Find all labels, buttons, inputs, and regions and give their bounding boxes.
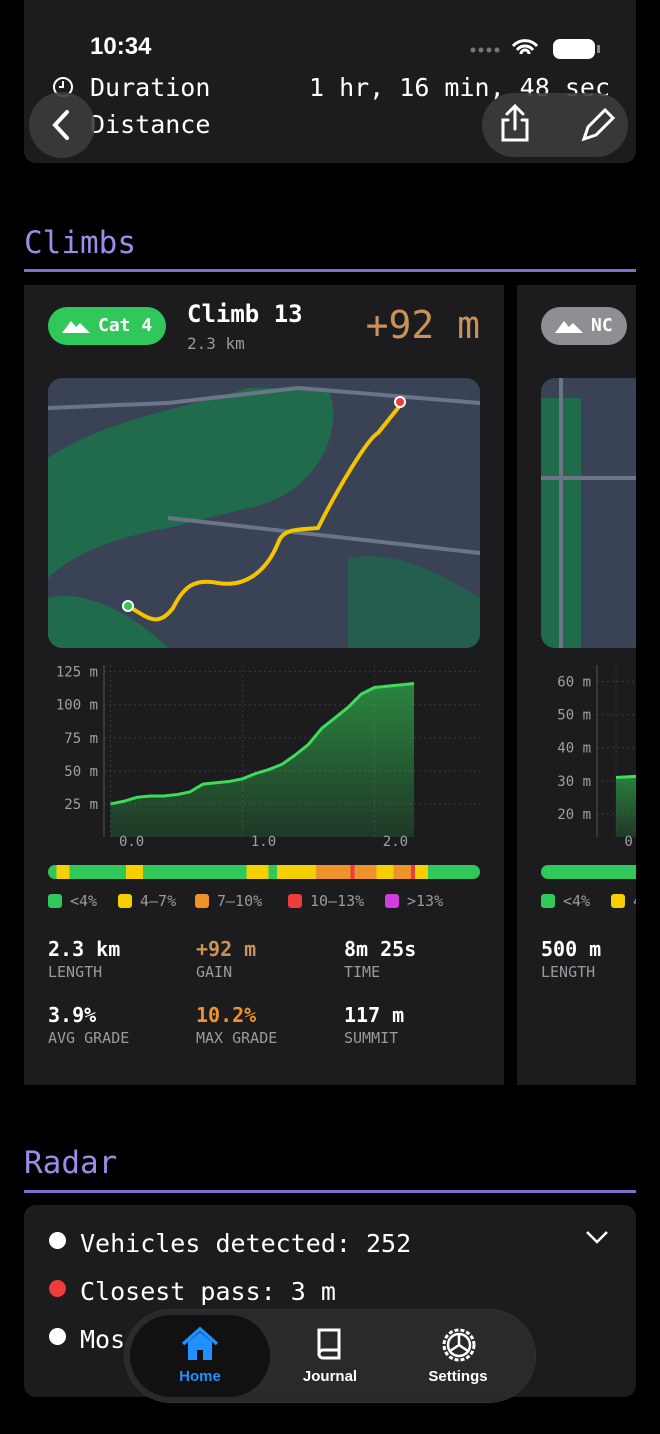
legend-swatch xyxy=(541,894,555,908)
y-tick-label: 50 m xyxy=(64,764,98,780)
edit-icon[interactable] xyxy=(581,107,616,142)
route-end xyxy=(394,396,406,408)
badge-text: Cat 4 xyxy=(98,315,153,336)
x-tick-label: 0.0 xyxy=(119,834,144,850)
map-park xyxy=(348,556,480,648)
legend-label: <4% xyxy=(70,892,98,910)
y-tick-label: 75 m xyxy=(64,731,98,747)
journal-icon xyxy=(317,1328,341,1360)
radar-dot xyxy=(49,1280,66,1297)
tab-label[interactable]: Journal xyxy=(302,1368,358,1385)
stat-label: AVG GRADE xyxy=(48,1029,130,1047)
elevation-area xyxy=(616,776,636,837)
back-button[interactable] xyxy=(29,92,95,158)
settings-icon xyxy=(442,1328,476,1362)
route-map[interactable] xyxy=(48,378,480,648)
elevation-line xyxy=(110,682,415,806)
x-tick-label: 1.0 xyxy=(251,834,276,850)
home-icon xyxy=(181,1326,219,1360)
legend-label: 4–7% xyxy=(140,892,177,910)
tab-label[interactable]: Home xyxy=(179,1368,221,1385)
elevation-chart: 25 m 50 m 75 m 100 m 125 m 0.0 1.0 2.0 xyxy=(56,665,480,850)
climb-gain: +92 m xyxy=(365,303,480,347)
radar-dot xyxy=(49,1328,66,1345)
grade-bar xyxy=(541,865,636,879)
map-park xyxy=(48,596,168,648)
tab-bar: Home Journal Settings xyxy=(125,1310,535,1402)
duration-label: Duration xyxy=(90,73,211,102)
legend-swatch xyxy=(118,894,132,908)
legend-label: 10–13% xyxy=(310,892,365,910)
map-road xyxy=(541,378,636,648)
y-tick-label: 50 m xyxy=(557,708,591,724)
stat-value: 2.3 km xyxy=(48,937,121,961)
climb-card[interactable]: Cat 4 Climb 13 2.3 km +92 m 25 m 50 m 75 m 100 … xyxy=(24,285,504,1085)
grade-bar xyxy=(48,865,480,879)
status-icons xyxy=(470,39,600,59)
stat-label: SUMMIT xyxy=(344,1029,399,1047)
stat-value: 10.2% xyxy=(196,1003,257,1027)
climb-distance: 2.3 km xyxy=(187,334,245,353)
map-road xyxy=(48,385,480,410)
section-title: Climbs xyxy=(24,225,136,261)
x-tick-label: 2.0 xyxy=(383,834,408,850)
legend-swatch xyxy=(288,894,302,908)
stat-label: LENGTH xyxy=(541,963,596,981)
legend-swatch xyxy=(195,894,209,908)
map-park xyxy=(48,388,334,578)
stat-label: GAIN xyxy=(196,963,233,981)
climb-name: Climb 13 xyxy=(187,300,303,328)
y-tick-label: 40 m xyxy=(557,741,591,757)
climb-card[interactable]: NC 20 m 30 m 40 m 50 m 60 m 0.0 <4% 4 500 m LENGTH… xyxy=(517,285,636,1085)
category-badge: NC xyxy=(541,307,627,345)
legend-label: 7–10% xyxy=(217,892,263,910)
legend-swatch xyxy=(385,894,399,908)
stat-value: 500 m xyxy=(541,937,602,961)
share-icon[interactable] xyxy=(501,103,529,142)
y-tick-label: 25 m xyxy=(64,797,98,813)
stat-label: LENGTH xyxy=(48,963,103,981)
legend-swatch xyxy=(48,894,62,908)
section-rule xyxy=(24,269,636,272)
stat-value: +92 m xyxy=(196,937,257,961)
stat-value: 3.9% xyxy=(48,1003,97,1027)
radar-item: Mos xyxy=(80,1325,126,1354)
radar-item: Vehicles detected: 252 xyxy=(80,1229,412,1258)
stat-value: 8m 25s xyxy=(344,937,417,961)
elevation-area xyxy=(110,683,415,837)
category-badge: Cat 4 xyxy=(48,307,167,345)
status-time: 10:34 xyxy=(90,33,152,60)
route-start xyxy=(122,600,134,612)
tab-label[interactable]: Settings xyxy=(428,1368,488,1385)
climb-carousel: Cat 4 Climb 13 2.3 km +92 m 25 m 50 m 75 m 100 … xyxy=(24,285,636,1085)
y-tick-label: 100 m xyxy=(56,698,98,714)
map-route xyxy=(126,401,402,622)
legend-swatch xyxy=(611,894,625,908)
elevation-line xyxy=(615,774,636,779)
section-rule xyxy=(24,1190,636,1193)
radar-item: Closest pass: 3 m xyxy=(80,1277,336,1306)
elevation-chart: 20 m 30 m 40 m 50 m 60 m 0.0 xyxy=(557,665,636,850)
action-pill xyxy=(482,93,628,157)
y-tick-label: 30 m xyxy=(557,774,591,790)
map-road xyxy=(167,516,480,555)
section-title: Radar xyxy=(24,1145,118,1181)
y-tick-label: 60 m xyxy=(557,675,591,691)
route-map[interactable] xyxy=(541,378,636,648)
stat-label: TIME xyxy=(344,963,381,981)
badge-text: NC xyxy=(591,315,613,336)
y-tick-label: 125 m xyxy=(56,665,98,681)
legend-label: 4 xyxy=(633,892,636,910)
distance-label: Distance xyxy=(90,110,211,139)
y-tick-label: 20 m xyxy=(557,807,591,823)
expand-chevron[interactable] xyxy=(583,1228,613,1248)
radar-dot xyxy=(49,1232,66,1249)
stat-label: MAX GRADE xyxy=(196,1029,278,1047)
legend-label: <4% xyxy=(563,892,591,910)
legend-label: >13% xyxy=(407,892,444,910)
x-tick-label: 0.0 xyxy=(624,834,636,850)
stat-value: 117 m xyxy=(344,1003,405,1027)
